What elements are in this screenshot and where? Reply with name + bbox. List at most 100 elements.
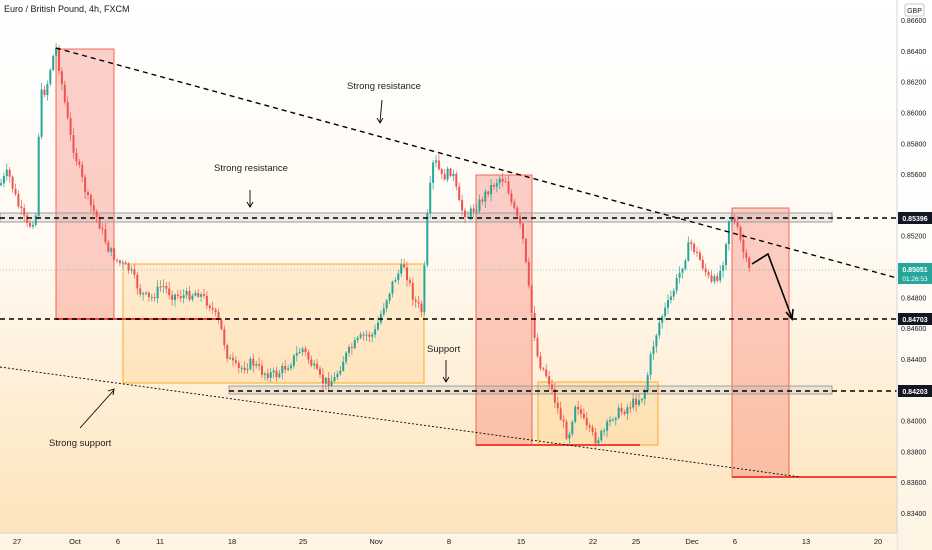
candle-body-146 bbox=[423, 265, 426, 313]
candle-body-249 bbox=[722, 265, 725, 271]
candle-body-82 bbox=[237, 362, 240, 368]
candle-body-222 bbox=[643, 391, 646, 399]
chart-title: Euro / British Pound, 4h, FXCM bbox=[4, 4, 130, 14]
candle-body-241 bbox=[698, 252, 701, 260]
candle-body-83 bbox=[240, 367, 243, 369]
candle-body-71 bbox=[205, 295, 208, 306]
candle-body-90 bbox=[261, 365, 263, 375]
candle-body-76 bbox=[220, 319, 223, 330]
candle-body-60 bbox=[174, 294, 176, 300]
candle-body-105 bbox=[304, 348, 307, 352]
candle-body-99 bbox=[287, 368, 290, 370]
candle-body-151 bbox=[437, 160, 440, 170]
support-trendline bbox=[0, 366, 801, 478]
candle-body-150 bbox=[435, 160, 437, 163]
candle-body-36 bbox=[104, 229, 107, 243]
candle-body-202 bbox=[585, 418, 588, 426]
candle-body-256 bbox=[742, 239, 745, 253]
candle-body-98 bbox=[284, 366, 287, 370]
candle-body-157 bbox=[455, 173, 458, 187]
level-badge-85396 bbox=[898, 212, 932, 224]
candle-body-21 bbox=[60, 71, 63, 85]
candle-body-252 bbox=[730, 218, 733, 222]
candle-body-127 bbox=[368, 334, 371, 337]
candle-body-118 bbox=[342, 361, 345, 371]
candle-body-238 bbox=[690, 242, 693, 244]
candle-body-54 bbox=[156, 286, 159, 299]
candle-body-247 bbox=[716, 276, 719, 281]
candle-body-134 bbox=[388, 293, 391, 301]
candle-body-136 bbox=[394, 280, 397, 282]
candle-body-129 bbox=[374, 329, 377, 335]
candle-body-109 bbox=[316, 363, 319, 369]
candle-body-51 bbox=[147, 292, 150, 298]
candle-body-218 bbox=[632, 398, 635, 408]
candle-body-203 bbox=[588, 425, 591, 428]
candle-body-103 bbox=[298, 352, 301, 353]
y-tick-4: 0.85800 bbox=[901, 141, 926, 148]
candle-body-29 bbox=[84, 176, 87, 193]
candle-body-85 bbox=[246, 369, 249, 371]
candle-body-169 bbox=[490, 185, 493, 195]
candle-body-223 bbox=[646, 374, 649, 392]
candle-body-74 bbox=[214, 309, 217, 313]
level-badge-84203-text: 0.84203 bbox=[902, 389, 927, 396]
candle-body-34 bbox=[98, 217, 101, 229]
candle-body-170 bbox=[493, 185, 495, 187]
candle-body-46 bbox=[133, 269, 136, 275]
candle-body-63 bbox=[182, 295, 185, 299]
candle-body-156 bbox=[452, 173, 455, 177]
candle-body-212 bbox=[614, 418, 617, 420]
candle-body-41 bbox=[118, 260, 121, 264]
candle-body-22 bbox=[63, 84, 66, 102]
candle-body-35 bbox=[101, 228, 104, 230]
x-tick-2: 6 bbox=[116, 537, 120, 546]
candle-body-168 bbox=[487, 191, 490, 195]
candle-body-38 bbox=[110, 248, 113, 252]
y-tick-5: 0.85600 bbox=[901, 172, 926, 179]
candle-body-175 bbox=[507, 181, 510, 194]
candle-body-240 bbox=[696, 251, 698, 253]
candle-body-255 bbox=[739, 227, 742, 240]
support-band bbox=[228, 385, 833, 395]
candle-body-122 bbox=[353, 340, 356, 349]
candle-body-183 bbox=[530, 285, 533, 313]
y-tick-11: 0.83800 bbox=[901, 449, 926, 456]
candle-body-192 bbox=[556, 402, 559, 409]
x-tick-4: 18 bbox=[228, 537, 236, 546]
y-tick-9: 0.84400 bbox=[901, 357, 926, 364]
candle-body-216 bbox=[626, 407, 629, 414]
candle-body-220 bbox=[638, 400, 640, 405]
candle-body-184 bbox=[533, 312, 536, 338]
candle-body-217 bbox=[629, 407, 632, 409]
candle-body-224 bbox=[649, 354, 652, 375]
candle-body-107 bbox=[310, 359, 313, 366]
candle-body-166 bbox=[481, 199, 484, 202]
candle-body-154 bbox=[446, 168, 449, 180]
candle-body-55 bbox=[159, 286, 162, 288]
candle-body-72 bbox=[208, 305, 211, 309]
candle-body-80 bbox=[232, 357, 234, 361]
candle-body-171 bbox=[495, 183, 498, 187]
candle-body-174 bbox=[504, 181, 507, 183]
candle-body-204 bbox=[591, 427, 594, 433]
candle-body-87 bbox=[252, 358, 255, 366]
candle-body-101 bbox=[292, 355, 295, 366]
candle-body-199 bbox=[577, 406, 580, 410]
candle-body-11 bbox=[31, 224, 34, 227]
candle-body-37 bbox=[107, 242, 110, 252]
current-price-countdown: 01:26:53 bbox=[902, 276, 928, 283]
candle-body-64 bbox=[185, 291, 188, 296]
y-tick-1: 0.86400 bbox=[901, 49, 926, 56]
candle-body-111 bbox=[321, 374, 324, 384]
candle-body-61 bbox=[176, 294, 179, 296]
candle-body-196 bbox=[568, 434, 571, 439]
x-tick-0: 27 bbox=[13, 537, 21, 546]
candle-body-108 bbox=[313, 363, 316, 366]
annotation-resistance-mid: Strong resistance bbox=[214, 163, 288, 174]
candle-body-188 bbox=[545, 369, 548, 377]
candle-body-102 bbox=[295, 353, 298, 356]
x-tick-10: 25 bbox=[632, 537, 640, 546]
candle-body-211 bbox=[611, 419, 614, 421]
